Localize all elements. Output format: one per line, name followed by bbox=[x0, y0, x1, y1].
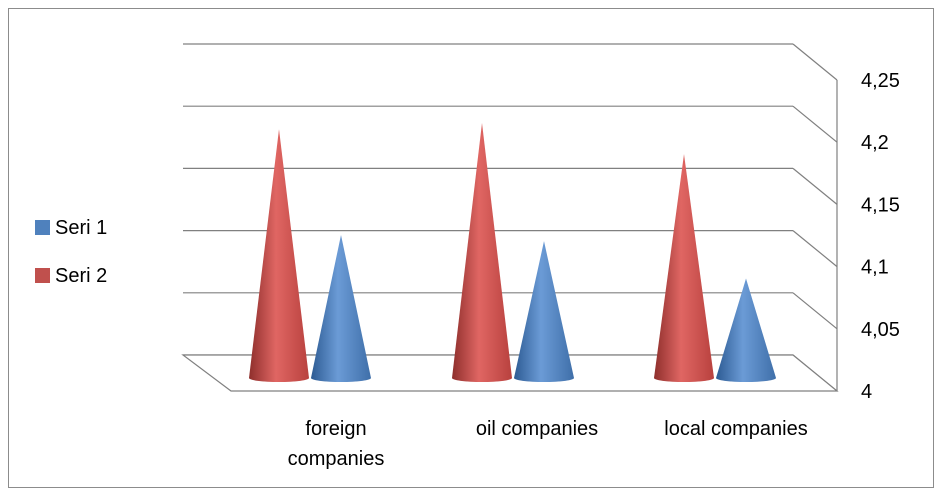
y-tick-label: 4,25 bbox=[861, 70, 900, 92]
y-tick-label: 4,1 bbox=[861, 257, 889, 279]
side-gridline bbox=[792, 292, 838, 330]
cone-seri-1 bbox=[514, 241, 574, 382]
side-gridline bbox=[792, 167, 838, 205]
legend-swatch bbox=[35, 268, 50, 283]
legend-swatch bbox=[35, 220, 50, 235]
side-gridline bbox=[792, 105, 838, 143]
cone-seri-2 bbox=[452, 122, 512, 382]
y-tick-label: 4,15 bbox=[861, 194, 900, 216]
side-gridline bbox=[792, 43, 838, 81]
cone-body bbox=[311, 234, 371, 382]
cone-layer bbox=[249, 122, 776, 382]
legend-label: Seri 1 bbox=[55, 217, 107, 239]
cone-seri-2 bbox=[249, 129, 309, 382]
side-gridline bbox=[792, 230, 838, 268]
y-tick-label: 4 bbox=[861, 381, 872, 403]
y-tick-label: 4,2 bbox=[861, 132, 889, 154]
category-label: local companies bbox=[664, 418, 807, 440]
cone-seri-2 bbox=[654, 154, 714, 382]
cone-body bbox=[249, 129, 309, 382]
cone-body bbox=[452, 122, 512, 382]
y-tick-label: 4,05 bbox=[861, 319, 900, 341]
cone-seri-1 bbox=[311, 234, 371, 382]
category-labels: foreign companies oil companies local compa… bbox=[288, 418, 808, 470]
cone-body bbox=[654, 154, 714, 382]
legend: Seri 1 Seri 2 bbox=[35, 217, 107, 287]
y-tick-labels: 4 4,05 4,1 4,15 4,2 4,25 bbox=[861, 70, 900, 403]
cone-body bbox=[716, 278, 776, 382]
category-label: oil companies bbox=[476, 418, 598, 440]
cone-body bbox=[514, 241, 574, 382]
legend-label: Seri 2 bbox=[55, 265, 107, 287]
category-label: foreign companies bbox=[288, 418, 385, 470]
cone-seri-1 bbox=[716, 278, 776, 382]
